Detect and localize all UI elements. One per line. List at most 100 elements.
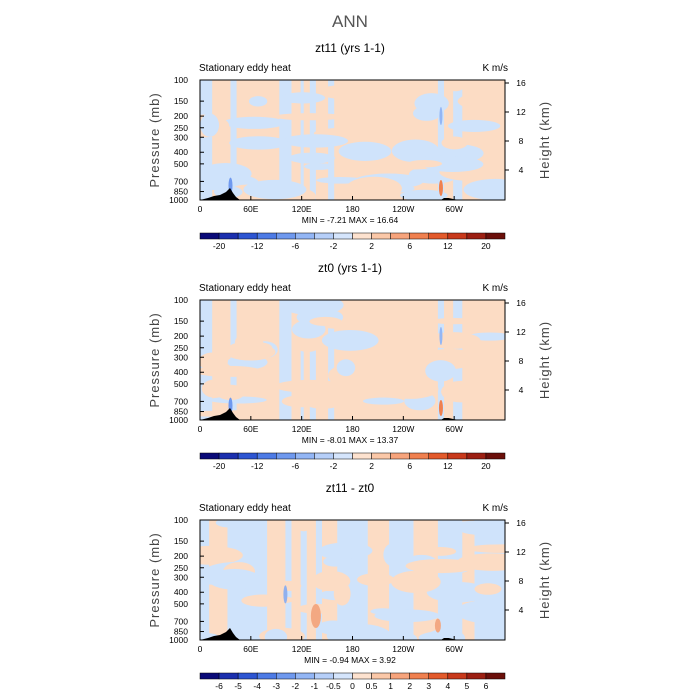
y-right-tick-label: 4 [519, 385, 524, 395]
panel-units: K m/s [482, 503, 508, 514]
y-tick-label: 400 [174, 587, 188, 597]
colorbar-label: 20 [481, 461, 491, 471]
panel-2: zt0 (yrs 1-1) Stationary eddy heat K m/s 10… [147, 261, 552, 471]
colorbar-cell [218, 232, 239, 240]
y-tick-label: 250 [174, 123, 188, 133]
colorbar-cell [237, 672, 258, 680]
x-tick-label: 120E [292, 424, 312, 434]
colorbar-cell [428, 452, 449, 460]
colorbar-label: 6 [484, 681, 489, 691]
y-tick-label: 400 [174, 147, 188, 157]
colorbar-label: 1 [388, 681, 393, 691]
y-right-tick-label: 12 [516, 547, 526, 557]
colorbar-cell [371, 452, 391, 460]
colorbar-cell [276, 452, 296, 460]
panel-subtitle: Stationary eddy heat [199, 503, 291, 514]
panel-subtitle: Stationary eddy heat [199, 63, 291, 74]
y-tick-label: 1000 [169, 195, 188, 205]
panel-units: K m/s [482, 283, 508, 294]
colorbar-label: -3 [272, 681, 280, 691]
y-tick-label: 400 [174, 367, 188, 377]
colorbar-cell [352, 232, 372, 240]
y-axis-label: Pressure (mb) [147, 312, 162, 407]
colorbar-cell [314, 232, 334, 240]
y-tick-label: 300 [174, 352, 188, 362]
colorbar-label: -20 [213, 461, 226, 471]
y-tick-label: 850 [174, 407, 188, 417]
colorbar-cell [447, 452, 468, 460]
x-tick-label: 60W [445, 204, 462, 214]
colorbar-cell [237, 452, 258, 460]
x-tick-label: 120E [292, 204, 312, 214]
topography [200, 408, 460, 420]
y-tick-label: 1000 [169, 635, 188, 645]
colorbar-label: -6 [292, 461, 300, 471]
colorbar-cell [256, 232, 277, 240]
panel-title: zt0 (yrs 1-1) [318, 261, 382, 275]
colorbar-cell [485, 672, 506, 680]
colorbar-cell [409, 232, 429, 240]
y-tick-label: 100 [174, 515, 188, 525]
colorbar-cell [409, 452, 429, 460]
min-max-label: MIN = -0.94 MAX = 3.92 [304, 655, 396, 665]
colorbar-cell [428, 672, 449, 680]
x-tick-label: 120W [392, 424, 414, 434]
colorbar-label: 20 [481, 241, 491, 251]
panels: zt11 (yrs 1-1) Stationary eddy heat K m/s 1… [147, 41, 552, 691]
colorbar-cell [390, 452, 410, 460]
y-right-tick-label: 12 [516, 327, 526, 337]
y-tick-label: 300 [174, 572, 188, 582]
panel-units: K m/s [482, 63, 508, 74]
colorbar-cell [390, 672, 410, 680]
y-tick-label: 150 [174, 316, 188, 326]
y-tick-label: 150 [174, 96, 188, 106]
colorbar-cell [199, 232, 220, 240]
colorbar-label: -12 [251, 241, 264, 251]
y-tick-label: 150 [174, 536, 188, 546]
x-tick-label: 180 [345, 424, 359, 434]
min-max-label: MIN = -8.01 MAX = 13.37 [302, 435, 399, 445]
colorbar-cell [352, 672, 372, 680]
x-tick-label: 60W [445, 644, 462, 654]
colorbar-cell [466, 672, 487, 680]
x-tick-label: 120E [292, 644, 312, 654]
x-tick-label: 0 [198, 644, 203, 654]
x-tick-label: 120W [392, 204, 414, 214]
figure-title: ANN [332, 12, 368, 31]
colorbar-label: 6 [407, 241, 412, 251]
colorbar-cell [256, 672, 277, 680]
colorbar-label: 12 [443, 241, 453, 251]
colorbar-label: 2 [369, 241, 374, 251]
colorbar-label: 12 [443, 461, 453, 471]
colorbar-cell [466, 232, 487, 240]
y-right-tick-label: 8 [519, 136, 524, 146]
y-tick-label: 100 [174, 75, 188, 85]
colorbar-label: 0.5 [366, 681, 378, 691]
y-right-tick-label: 12 [516, 107, 526, 117]
colorbar-label: 4 [445, 681, 450, 691]
y-tick-label: 700 [174, 176, 188, 186]
x-tick-label: 180 [345, 204, 359, 214]
colorbar-cell [295, 452, 315, 460]
colorbar-cell [333, 672, 353, 680]
field-pattern [200, 520, 505, 640]
x-tick-label: 60E [243, 644, 258, 654]
min-max-label: MIN = -7.21 MAX = 16.64 [302, 215, 399, 225]
colorbar-cell [295, 672, 315, 680]
x-tick-label: 180 [345, 644, 359, 654]
colorbar-cell [447, 232, 468, 240]
panel-1: zt11 (yrs 1-1) Stationary eddy heat K m/s 1… [147, 41, 552, 251]
colorbar-cell [352, 452, 372, 460]
y-right-tick-label: 16 [516, 518, 526, 528]
colorbar-label: -6 [215, 681, 223, 691]
y-tick-label: 1000 [169, 415, 188, 425]
colorbar-cell [295, 232, 315, 240]
y-right-axis-label: Height (km) [537, 321, 552, 399]
colorbar-cell [333, 232, 353, 240]
y-right-tick-label: 8 [519, 576, 524, 586]
y-right-tick-label: 16 [516, 78, 526, 88]
y-tick-label: 200 [174, 331, 188, 341]
colorbar-cell [314, 452, 334, 460]
colorbar-label: -1 [311, 681, 319, 691]
